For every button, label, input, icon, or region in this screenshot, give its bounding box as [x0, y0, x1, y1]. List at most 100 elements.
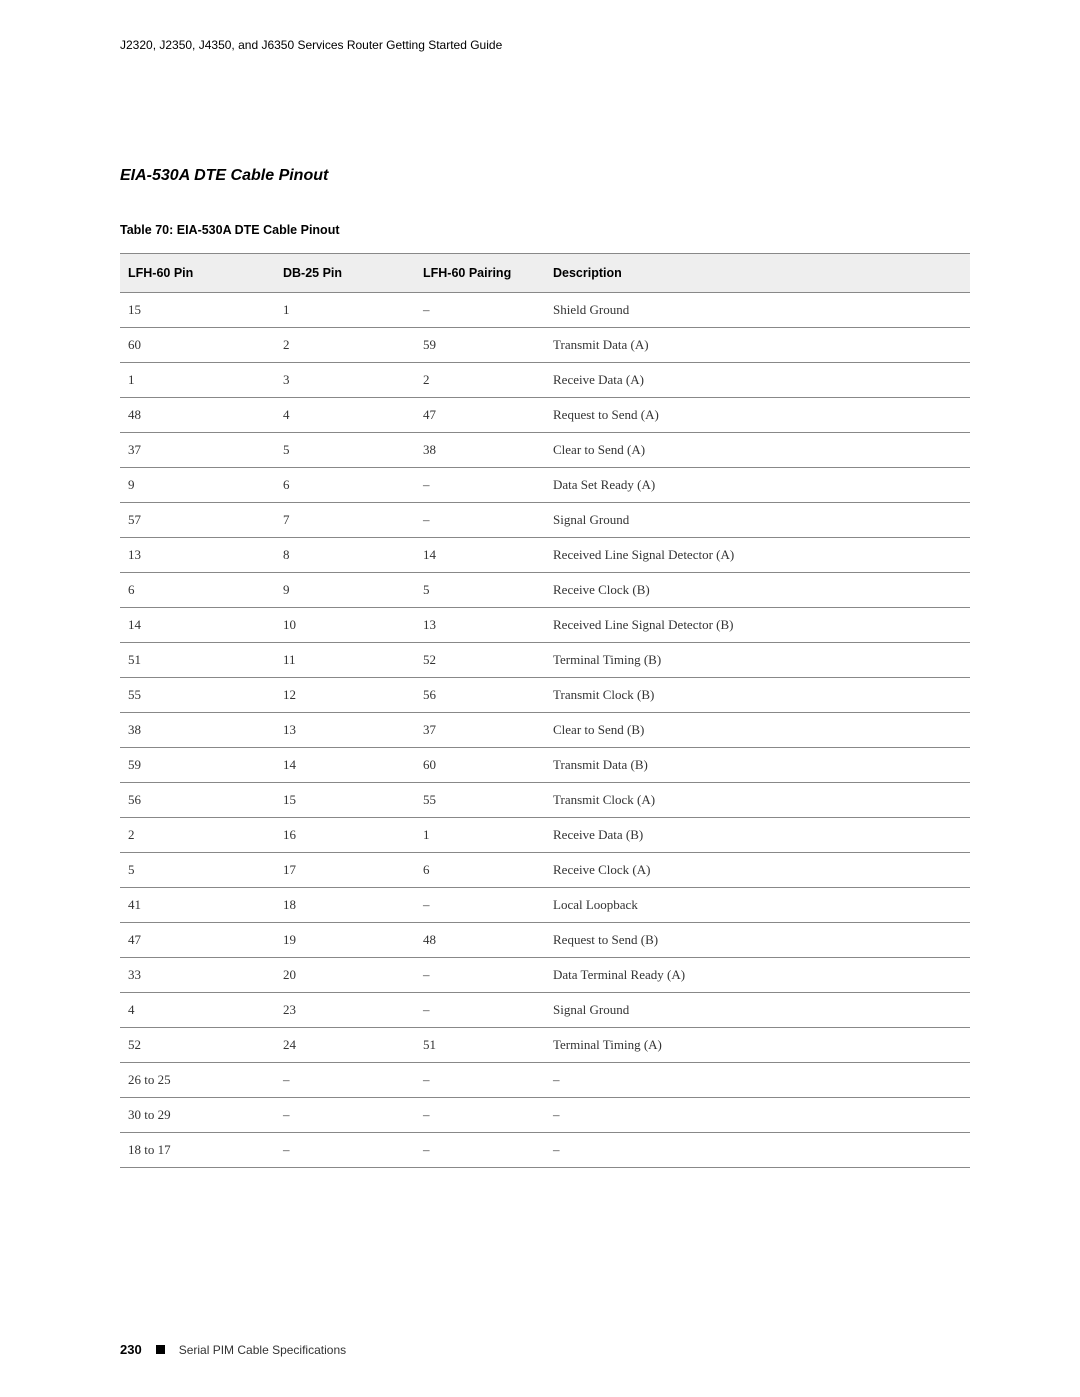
footer-section-label: Serial PIM Cable Specifications: [179, 1343, 346, 1357]
table-row: 30 to 29–––: [120, 1098, 970, 1133]
table-cell: Received Line Signal Detector (A): [545, 538, 970, 573]
table-cell: –: [545, 1063, 970, 1098]
table-row: 471948Request to Send (B): [120, 923, 970, 958]
table-cell: 59: [120, 748, 275, 783]
table-cell: 59: [415, 328, 545, 363]
table-cell: 52: [415, 643, 545, 678]
table-cell: Receive Clock (A): [545, 853, 970, 888]
table-cell: 48: [120, 398, 275, 433]
table-cell: 17: [275, 853, 415, 888]
table-cell: Request to Send (A): [545, 398, 970, 433]
table-cell: 1: [275, 293, 415, 328]
table-cell: Signal Ground: [545, 993, 970, 1028]
table-cell: 38: [120, 713, 275, 748]
table-cell: –: [415, 888, 545, 923]
table-cell: 47: [120, 923, 275, 958]
table-cell: 26 to 25: [120, 1063, 275, 1098]
table-cell: 57: [120, 503, 275, 538]
table-cell: 56: [120, 783, 275, 818]
table-cell: 37: [120, 433, 275, 468]
table-cell: 5: [415, 573, 545, 608]
table-cell: Transmit Clock (A): [545, 783, 970, 818]
table-cell: 14: [120, 608, 275, 643]
col-header: Description: [545, 254, 970, 293]
table-cell: –: [275, 1133, 415, 1168]
table-cell: 2: [120, 818, 275, 853]
table-row: 5176Receive Clock (A): [120, 853, 970, 888]
table-cell: 14: [415, 538, 545, 573]
page: J2320, J2350, J4350, and J6350 Services …: [0, 0, 1080, 1397]
table-row: 551256Transmit Clock (B): [120, 678, 970, 713]
table-cell: 13: [415, 608, 545, 643]
table-cell: –: [275, 1098, 415, 1133]
table-cell: Data Set Ready (A): [545, 468, 970, 503]
table-cell: 4: [120, 993, 275, 1028]
table-cell: 1: [120, 363, 275, 398]
table-cell: 55: [415, 783, 545, 818]
table-row: 48447Request to Send (A): [120, 398, 970, 433]
table-cell: Clear to Send (B): [545, 713, 970, 748]
table-cell: Receive Data (B): [545, 818, 970, 853]
table-cell: 41: [120, 888, 275, 923]
table-cell: Clear to Send (A): [545, 433, 970, 468]
table-cell: –: [415, 468, 545, 503]
table-cell: 30 to 29: [120, 1098, 275, 1133]
table-cell: 11: [275, 643, 415, 678]
table-cell: 1: [415, 818, 545, 853]
table-row: 13814Received Line Signal Detector (A): [120, 538, 970, 573]
square-bullet-icon: [156, 1345, 165, 1354]
table-cell: 12: [275, 678, 415, 713]
table-cell: –: [415, 1098, 545, 1133]
table-cell: 48: [415, 923, 545, 958]
table-cell: 10: [275, 608, 415, 643]
page-number: 230: [120, 1342, 142, 1357]
table-row: 141013Received Line Signal Detector (B): [120, 608, 970, 643]
table-cell: 52: [120, 1028, 275, 1063]
table-row: 381337Clear to Send (B): [120, 713, 970, 748]
table-cell: Shield Ground: [545, 293, 970, 328]
table-cell: Local Loopback: [545, 888, 970, 923]
table-cell: Receive Clock (B): [545, 573, 970, 608]
table-cell: –: [415, 993, 545, 1028]
pinout-table: LFH-60 Pin DB-25 Pin LFH-60 Pairing Desc…: [120, 253, 970, 1168]
page-footer: 230 Serial PIM Cable Specifications: [120, 1342, 346, 1357]
table-row: 96–Data Set Ready (A): [120, 468, 970, 503]
table-cell: 15: [120, 293, 275, 328]
table-cell: Receive Data (A): [545, 363, 970, 398]
table-cell: 38: [415, 433, 545, 468]
table-cell: 18 to 17: [120, 1133, 275, 1168]
table-row: 3320–Data Terminal Ready (A): [120, 958, 970, 993]
table-cell: 23: [275, 993, 415, 1028]
table-cell: Terminal Timing (B): [545, 643, 970, 678]
table-row: 151–Shield Ground: [120, 293, 970, 328]
table-cell: Data Terminal Ready (A): [545, 958, 970, 993]
table-row: 423–Signal Ground: [120, 993, 970, 1028]
table-row: 2161Receive Data (B): [120, 818, 970, 853]
table-row: 60259Transmit Data (A): [120, 328, 970, 363]
table-cell: Transmit Data (B): [545, 748, 970, 783]
table-row: 511152Terminal Timing (B): [120, 643, 970, 678]
section-title: EIA-530A DTE Cable Pinout: [120, 167, 970, 185]
table-cell: –: [415, 958, 545, 993]
table-cell: 9: [275, 573, 415, 608]
table-cell: –: [415, 1133, 545, 1168]
table-cell: Request to Send (B): [545, 923, 970, 958]
table-cell: –: [415, 503, 545, 538]
table-header-row: LFH-60 Pin DB-25 Pin LFH-60 Pairing Desc…: [120, 254, 970, 293]
table-row: 591460Transmit Data (B): [120, 748, 970, 783]
table-row: 132Receive Data (A): [120, 363, 970, 398]
table-cell: 56: [415, 678, 545, 713]
table-cell: 2: [415, 363, 545, 398]
col-header: LFH-60 Pin: [120, 254, 275, 293]
table-cell: 3: [275, 363, 415, 398]
table-cell: Received Line Signal Detector (B): [545, 608, 970, 643]
table-cell: –: [545, 1098, 970, 1133]
table-cell: 9: [120, 468, 275, 503]
table-cell: 16: [275, 818, 415, 853]
table-row: 18 to 17–––: [120, 1133, 970, 1168]
table-cell: 47: [415, 398, 545, 433]
table-cell: –: [275, 1063, 415, 1098]
table-cell: 2: [275, 328, 415, 363]
table-cell: Transmit Data (A): [545, 328, 970, 363]
table-cell: 13: [120, 538, 275, 573]
